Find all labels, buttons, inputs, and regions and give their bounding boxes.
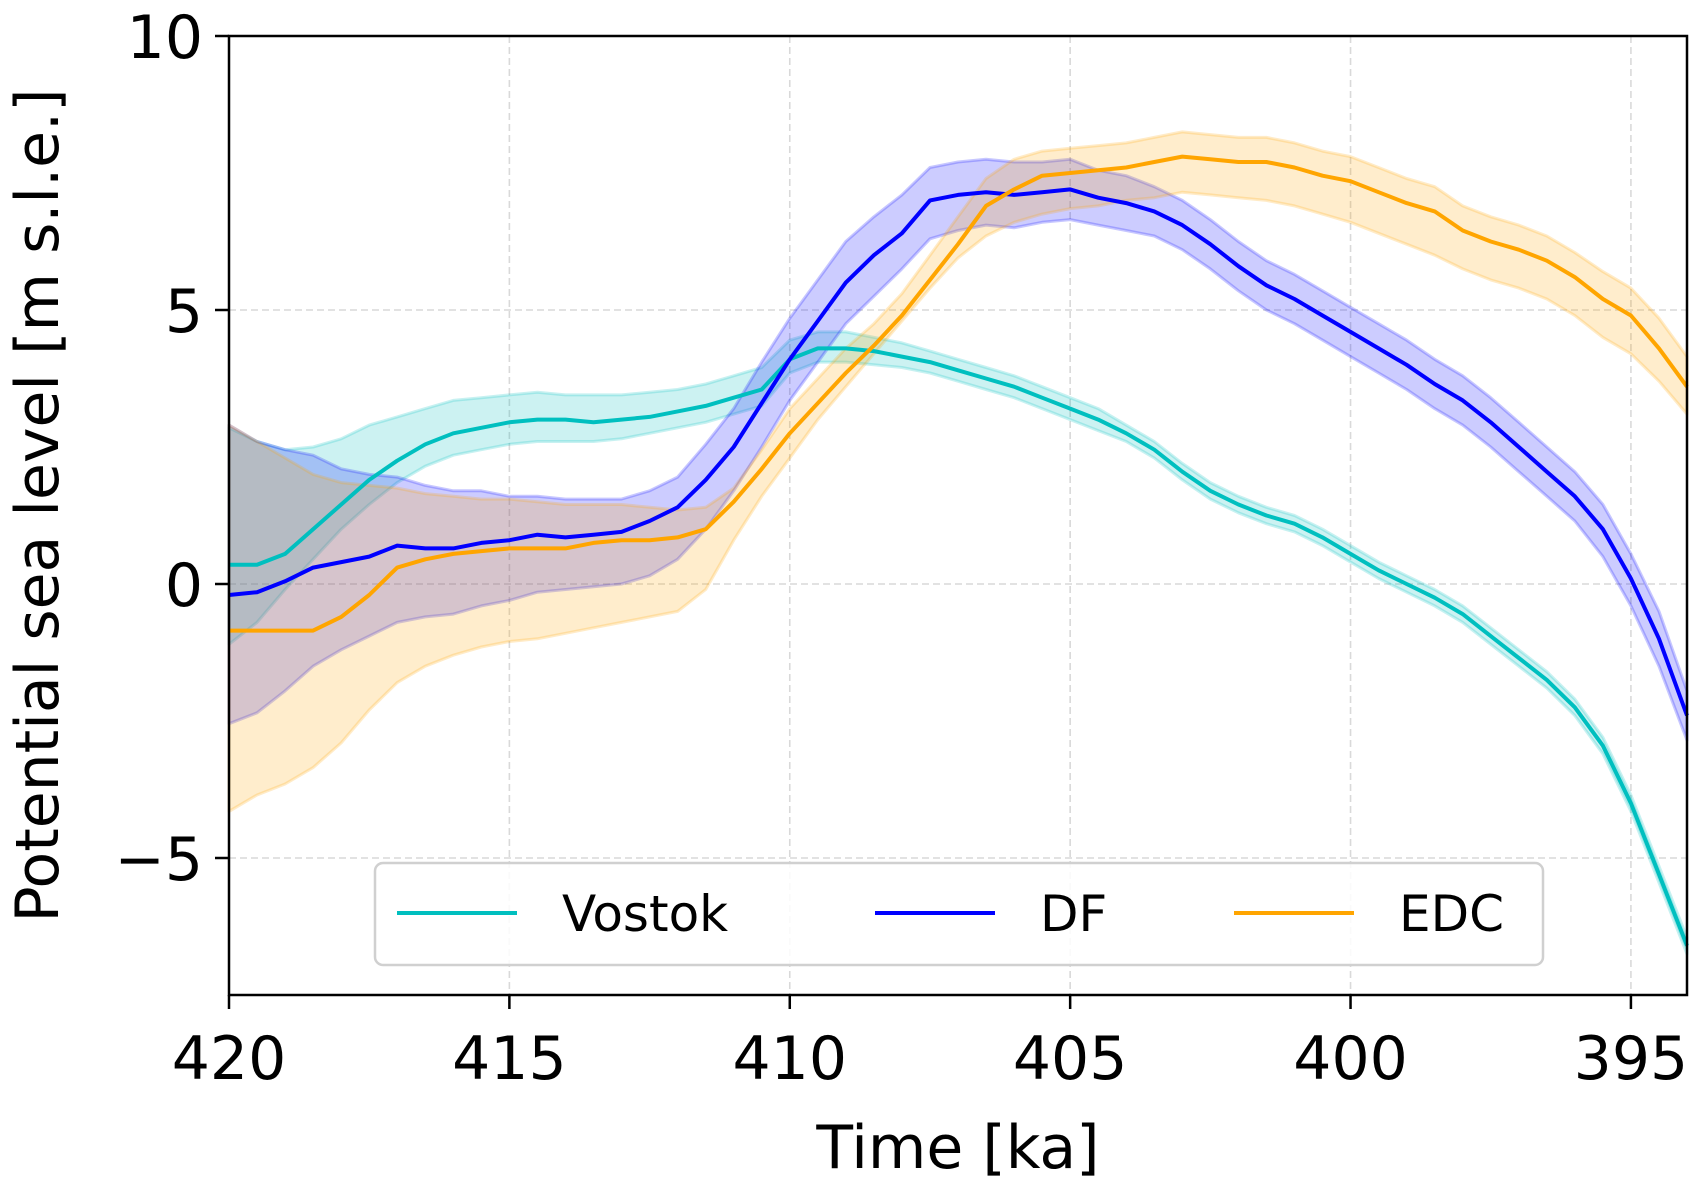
legend-item-df: DF: [875, 885, 1107, 943]
x-tick-label: 420: [172, 1024, 287, 1094]
x-tick-label: 405: [1013, 1024, 1128, 1094]
x-tick-label: 410: [733, 1024, 848, 1094]
df-line: [228, 187, 1689, 717]
x-tick-label: 395: [1574, 1024, 1689, 1094]
legend-item-vostok: Vostok: [397, 885, 728, 943]
x-tick-label: 415: [452, 1024, 567, 1094]
y-axis: −5 0 5 10: [115, 3, 229, 895]
y-tick-label: 10: [127, 3, 203, 73]
vostok-line: [229, 346, 1689, 947]
x-axis: 420 415 410 405 400 395: [172, 995, 1688, 1094]
series-lines: [228, 154, 1689, 947]
y-axis-label: Potential sea level [m s.l.e.]: [3, 88, 73, 922]
legend-label-df: DF: [1040, 885, 1107, 943]
x-tick-label: 400: [1293, 1024, 1408, 1094]
y-tick-label: 0: [165, 551, 203, 621]
legend-item-edc: EDC: [1234, 885, 1504, 943]
legend-label-edc: EDC: [1399, 885, 1504, 943]
legend-label-vostok: Vostok: [562, 885, 728, 943]
y-tick-label: 5: [165, 277, 203, 347]
plot-frame: [227, 34, 1689, 997]
x-axis-label: Time [ka]: [815, 1113, 1099, 1183]
legend: Vostok DF EDC: [373, 861, 1545, 967]
y-tick-label: −5: [115, 825, 203, 895]
edc-line: [229, 154, 1689, 633]
